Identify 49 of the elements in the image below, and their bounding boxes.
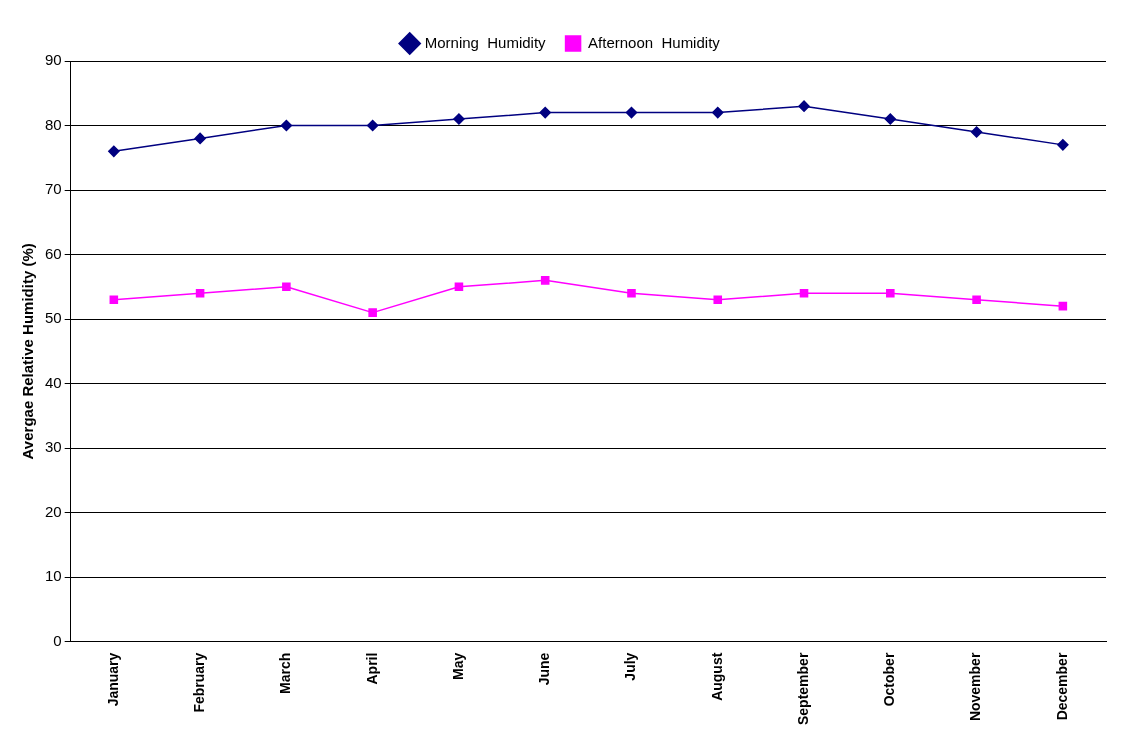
point bbox=[368, 308, 377, 317]
x-tick-label: June bbox=[536, 652, 553, 686]
point bbox=[884, 113, 897, 125]
point bbox=[625, 106, 638, 119]
point bbox=[1057, 139, 1069, 151]
x-tick-label: December bbox=[1053, 652, 1070, 721]
x-tick-label: August bbox=[708, 652, 725, 701]
x-tick-label: September bbox=[794, 652, 811, 725]
legend-label: Afternoon Humidity bbox=[588, 33, 721, 51]
point bbox=[280, 119, 293, 132]
point bbox=[798, 100, 810, 112]
x-tick-label: May bbox=[449, 652, 466, 680]
y-tick-label: 30 bbox=[45, 438, 62, 456]
point bbox=[627, 288, 636, 298]
y-tick-label: 0 bbox=[53, 631, 62, 649]
x-tick-label: October bbox=[881, 652, 898, 707]
x-tick-label: November bbox=[967, 652, 984, 722]
y-tick-label: 10 bbox=[45, 567, 62, 585]
y-tick-label: 60 bbox=[45, 244, 62, 262]
point bbox=[109, 295, 119, 304]
y-tick-label: 90 bbox=[45, 51, 62, 69]
y-tick-label: 50 bbox=[45, 309, 62, 327]
point bbox=[972, 295, 981, 304]
y-tick-label: 80 bbox=[45, 115, 62, 133]
x-tick-label: February bbox=[190, 652, 207, 713]
point bbox=[1058, 301, 1068, 311]
x-tick-label: July bbox=[622, 652, 639, 681]
point bbox=[713, 295, 723, 304]
point bbox=[366, 119, 379, 132]
point bbox=[970, 126, 983, 138]
point bbox=[712, 106, 724, 119]
point bbox=[453, 113, 465, 125]
point bbox=[886, 288, 895, 298]
point bbox=[454, 282, 464, 292]
x-tick-label: April bbox=[363, 652, 380, 685]
point bbox=[195, 288, 205, 298]
y-tick-label: 70 bbox=[45, 180, 62, 198]
y-tick-label: 40 bbox=[45, 373, 62, 391]
x-tick-label: March bbox=[277, 652, 294, 694]
point bbox=[799, 288, 809, 298]
x-tick-label: January bbox=[104, 652, 121, 707]
point bbox=[540, 276, 550, 285]
point bbox=[108, 145, 120, 158]
point bbox=[282, 282, 291, 292]
point bbox=[194, 132, 206, 145]
y-axis-title: Avergae Relative Humidity (%) bbox=[19, 243, 37, 460]
point bbox=[539, 106, 551, 119]
y-tick-label: 20 bbox=[45, 502, 62, 520]
legend-label: Morning Humidity bbox=[424, 33, 547, 51]
